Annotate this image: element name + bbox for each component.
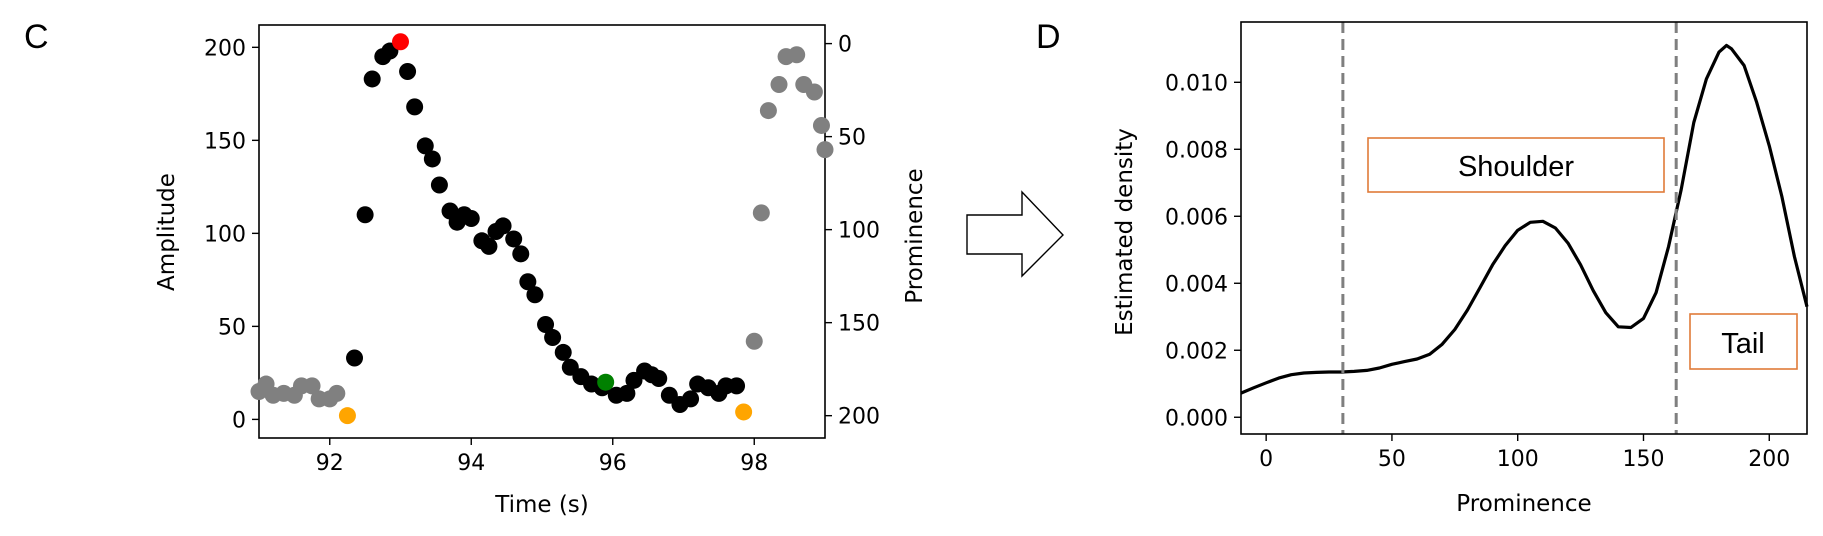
x-tick-label: 200 [1748, 447, 1790, 472]
peak-window-point [406, 98, 424, 116]
y2-tick-label: 100 [838, 219, 880, 244]
outside-window-point [745, 332, 763, 350]
outside-window-point [816, 141, 834, 159]
peak-window-point [505, 230, 523, 248]
panel-label-d: D [1036, 18, 1061, 56]
panel-c-frame [258, 24, 826, 439]
outside-window-point [770, 76, 788, 94]
density-line [1240, 43, 1809, 395]
y-tick-label: 50 [218, 315, 246, 340]
peak-window-point [416, 137, 434, 155]
outside-window-point [303, 377, 321, 395]
panel-d-x-label: Prominence [1456, 491, 1591, 517]
y2-tick-label: 150 [838, 312, 880, 337]
y-tick-label: 0.010 [1165, 71, 1228, 96]
panel-d-x-ticks: 0 50 100 150 200 [1259, 434, 1790, 472]
peak-window-point [423, 150, 441, 168]
panel-c-y-ticks: 0 50 100 150 200 [204, 36, 259, 433]
outside-window-point [328, 384, 346, 402]
panel-d-frame [1240, 21, 1808, 435]
peak-window-point [650, 369, 668, 387]
y-tick-label: 0.004 [1165, 272, 1228, 297]
peak-window-point [363, 70, 381, 88]
peak-window-point [430, 176, 448, 194]
y-tick-label: 150 [204, 129, 246, 154]
shoulder-point-point [597, 373, 615, 391]
peak-window-point [728, 377, 746, 395]
y2-tick-label: 0 [838, 33, 852, 58]
peak-window-point [480, 237, 498, 255]
y2-tick-label: 200 [838, 405, 880, 430]
y-tick-label: 0 [232, 408, 246, 433]
outside-window-point [788, 46, 806, 64]
peak-window-point [512, 245, 530, 263]
x-tick-label: 96 [599, 451, 627, 476]
tail-annotation-text: Tail [1721, 328, 1765, 360]
tail-annotation-box [1689, 313, 1798, 370]
outside-window-point [812, 116, 830, 134]
y-tick-label: 100 [204, 222, 246, 247]
panel-d-y-ticks: 0.000 0.002 0.004 0.006 0.008 0.010 [1165, 71, 1241, 431]
shoulder-annotation-box [1367, 137, 1665, 193]
y2-tick-label: 50 [838, 126, 866, 151]
panel-d-y-label: Estimated density [1112, 128, 1138, 336]
x-tick-label: 94 [457, 451, 485, 476]
x-tick-label: 0 [1259, 447, 1273, 472]
panel-d-density: 0 50 100 150 200 0.0000.0020.0040.0060.0080.… [1112, 21, 1809, 517]
peak-window-point [519, 273, 537, 291]
y-tick-label: 0.008 [1165, 138, 1228, 163]
panel-c-y2-label: Prominence [902, 168, 928, 303]
peak-window-point [618, 384, 636, 402]
panel-c-x-label: Time (s) [494, 492, 589, 518]
y-tick-label: 0.006 [1165, 205, 1228, 230]
peak-window-point [682, 390, 700, 408]
panel-c-y2-ticks: 0 50 100 150 200 [825, 33, 880, 430]
right-arrow-icon [966, 190, 1064, 278]
outside-window-point [752, 204, 770, 222]
x-tick-label: 92 [316, 451, 344, 476]
peak-window-point [346, 349, 364, 367]
panel-c-x-ticks: 92 94 96 98 [316, 438, 768, 476]
shoulder-annotation-text: Shoulder [1458, 151, 1574, 183]
x-tick-label: 150 [1622, 447, 1664, 472]
panel-label-c: C [24, 18, 49, 56]
outside-window-point [805, 83, 823, 101]
peak-window-point [356, 206, 374, 224]
x-tick-label: 100 [1497, 447, 1539, 472]
y-tick-label: 0.002 [1165, 339, 1228, 364]
outside-window-point [759, 102, 777, 120]
panel-d-curve [1240, 43, 1809, 395]
peak-point [392, 33, 409, 51]
peak-window-point [462, 209, 480, 227]
peak-window-point [544, 329, 562, 347]
peak-window-point [554, 343, 572, 361]
peak-window-point [526, 286, 544, 304]
peak-window-point [399, 63, 417, 81]
y-tick-label: 0.000 [1165, 406, 1228, 431]
panel-c-scatter: 92 94 96 98 0 50 100 150 200 0 50 100 150 200 Time … [154, 24, 928, 518]
x-tick-label: 98 [740, 451, 768, 476]
panel-c-y-label: Amplitude [154, 173, 180, 291]
peak-window-point [494, 217, 512, 235]
bases-point [338, 407, 356, 425]
panel-c-points [250, 33, 834, 425]
peak-window-point [537, 316, 555, 334]
bases-point [735, 403, 753, 421]
y-tick-label: 200 [204, 36, 246, 61]
panel-d-dashed-lines [1341, 22, 1678, 434]
x-tick-label: 50 [1378, 447, 1406, 472]
